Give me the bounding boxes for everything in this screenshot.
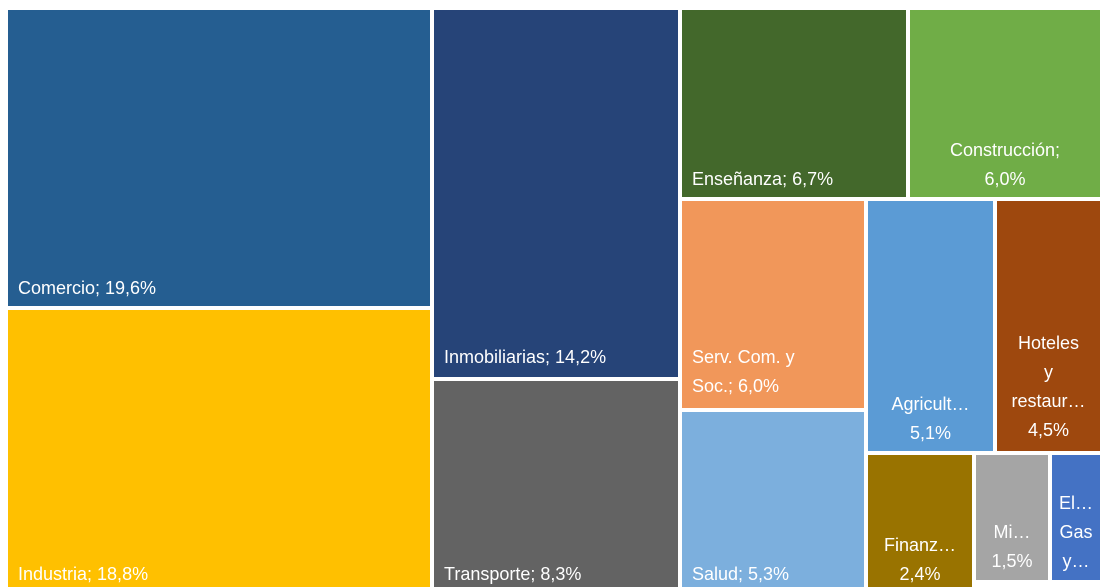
tile-label-line: El… <box>1059 493 1093 513</box>
tile-label-line: restaur… <box>1011 391 1085 411</box>
tile-label: Construcción; 6,0% <box>950 140 1060 189</box>
tile-label-line: Mi… <box>994 522 1031 542</box>
tile-label: Hoteles y restaur… 4,5% <box>1011 333 1085 440</box>
tile-label: Serv. Com. y Soc.; 6,0% <box>692 347 795 396</box>
tile-label-line: y <box>1044 362 1053 382</box>
treemap-tile <box>8 310 430 587</box>
treemap-tile <box>976 455 1048 580</box>
tile-label-line: Enseñanza; 6,7% <box>692 169 833 189</box>
tile-label: El… Gas y… <box>1059 493 1093 571</box>
tile-label: Inmobiliarias; 14,2% <box>444 347 606 367</box>
treemap-tile <box>910 10 1100 197</box>
tile-label-line: Agricult… <box>891 394 969 414</box>
tile-label-line: Comercio; 19,6% <box>18 278 156 298</box>
tile-label-line: Industria; 18,8% <box>18 564 148 584</box>
tile-label: Mi… 1,5% <box>991 522 1032 571</box>
tile-label: Enseñanza; 6,7% <box>692 169 833 189</box>
tile-label: Agricult… 5,1% <box>891 394 969 443</box>
tile-label: Comercio; 19,6% <box>18 278 156 298</box>
tile-label-line: Soc.; 6,0% <box>692 376 779 396</box>
tile-label-line: 4,5% <box>1028 420 1069 440</box>
tile-label-line: 1,5% <box>991 551 1032 571</box>
tile-label-line: y… <box>1063 551 1090 571</box>
tile-label: Industria; 18,8% <box>18 564 148 584</box>
tile-label-line: Finanz… <box>884 535 956 555</box>
tile-label-line: 2,4% <box>899 564 940 584</box>
tile-label-line: Hoteles <box>1018 333 1079 353</box>
treemap-tile <box>1052 455 1100 580</box>
tile-label-line: Serv. Com. y <box>692 347 795 367</box>
tile-label-line: Transporte; 8,3% <box>444 564 581 584</box>
treemap-tile <box>997 201 1100 451</box>
tile-label-line: 6,0% <box>984 169 1025 189</box>
tile-label-line: Construcción; <box>950 140 1060 160</box>
treemap-tile <box>682 10 906 197</box>
tile-label: Finanz… 2,4% <box>884 535 956 584</box>
tile-label-line: Inmobiliarias; 14,2% <box>444 347 606 367</box>
tile-label: Salud; 5,3% <box>692 564 789 584</box>
tile-label-line: Gas <box>1059 522 1092 542</box>
tile-label-line: 5,1% <box>910 423 951 443</box>
treemap-tile <box>434 10 678 377</box>
treemap-tile <box>682 201 864 408</box>
treemap-tile <box>868 201 993 451</box>
tile-label: Transporte; 8,3% <box>444 564 581 584</box>
treemap-tile <box>868 455 972 587</box>
treemap-tile <box>682 412 864 587</box>
treemap-tile <box>434 381 678 587</box>
treemap-tile <box>8 10 430 306</box>
tile-label-line: Salud; 5,3% <box>692 564 789 584</box>
